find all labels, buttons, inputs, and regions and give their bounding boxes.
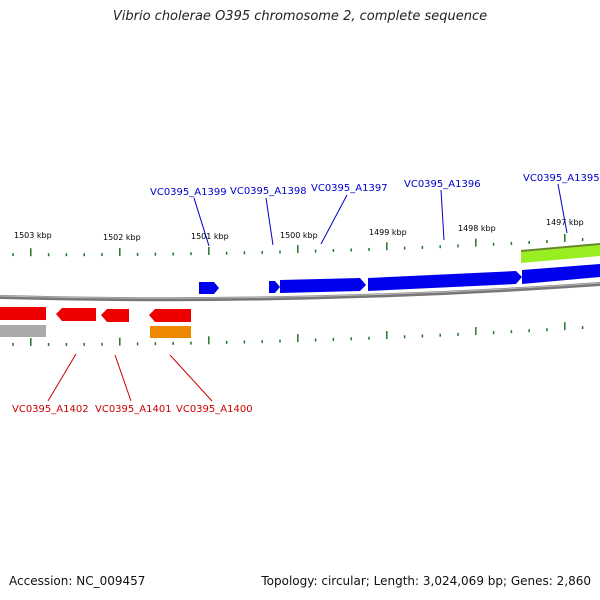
gene-label-VC0395_A1397[interactable]: VC0395_A1397 [311, 183, 388, 194]
leader-VC0395_A1396 [440, 189, 445, 241]
scale-label-1500: 1500 kbp [280, 231, 318, 240]
leader-VC0395_A1397 [320, 194, 348, 245]
leader-VC0395_A1399 [193, 197, 210, 247]
sequence-summary-text: Topology: circular; Length: 3,024,069 bp… [261, 574, 591, 588]
reverse-leader-lines [47, 353, 213, 402]
scale-label-1498: 1498 kbp [458, 224, 496, 233]
feature-gray [0, 325, 46, 337]
leader-VC0395_A1400 [169, 354, 213, 402]
feature-green [521, 245, 600, 263]
accession-text: Accession: NC_009457 [9, 574, 146, 588]
gene-label-VC0395_A1395[interactable]: VC0395_A1395 [523, 173, 600, 184]
reverse-genes [0, 307, 191, 338]
scale-label-1499: 1499 kbp [369, 228, 407, 237]
gene-label-VC0395_A1400[interactable]: VC0395_A1400 [176, 404, 253, 415]
gene-VC0395_A1395[interactable] [522, 264, 600, 284]
feature-green-edge [520, 243, 600, 252]
leader-VC0395_A1395 [557, 183, 568, 234]
chromosome-backbone-highlight [0, 282, 600, 299]
leader-VC0395_A1401 [114, 354, 132, 402]
forward-gene-labels: VC0395_A1399 VC0395_A1398 VC0395_A1397 V… [150, 173, 600, 198]
tick-row-top [12, 234, 584, 257]
gene-VC0395_A1397[interactable] [280, 278, 366, 293]
scale-label-1501: 1501 kbp [191, 232, 229, 241]
leader-VC0395_A1398 [265, 197, 274, 246]
gene-VC0395_A1402[interactable] [56, 308, 96, 321]
gene-label-VC0395_A1398[interactable]: VC0395_A1398 [230, 186, 307, 197]
gene-VC0395_A1396[interactable] [368, 271, 522, 291]
gene-label-VC0395_A1402[interactable]: VC0395_A1402 [12, 404, 89, 415]
reverse-gene-labels: VC0395_A1402 VC0395_A1401 VC0395_A1400 [12, 404, 253, 415]
gene-label-VC0395_A1401[interactable]: VC0395_A1401 [95, 404, 172, 415]
gene-VC0395_A1403[interactable] [0, 307, 46, 320]
scale-label-1503: 1503 kbp [14, 231, 52, 240]
gene-VC0395_A1400[interactable] [149, 309, 191, 322]
gene-VC0395_A1399[interactable] [199, 282, 219, 294]
scale-labels: 1503 kbp 1502 kbp 1501 kbp 1500 kbp 1499… [14, 218, 584, 242]
tick-row-bottom [12, 322, 584, 346]
gene-VC0395_A1401[interactable] [101, 309, 129, 322]
leader-VC0395_A1402 [47, 353, 77, 402]
forward-leader-lines [193, 183, 568, 247]
gene-label-VC0395_A1396[interactable]: VC0395_A1396 [404, 179, 481, 190]
chromosome-backbone [0, 282, 600, 302]
feature-orange [150, 326, 191, 338]
gene-VC0395_A1398[interactable] [269, 281, 280, 293]
forward-genes [199, 243, 600, 294]
scale-label-1502: 1502 kbp [103, 233, 141, 242]
gene-label-VC0395_A1399[interactable]: VC0395_A1399 [150, 187, 227, 198]
map-title: Vibrio cholerae O395 chromosome 2, compl… [112, 9, 488, 24]
